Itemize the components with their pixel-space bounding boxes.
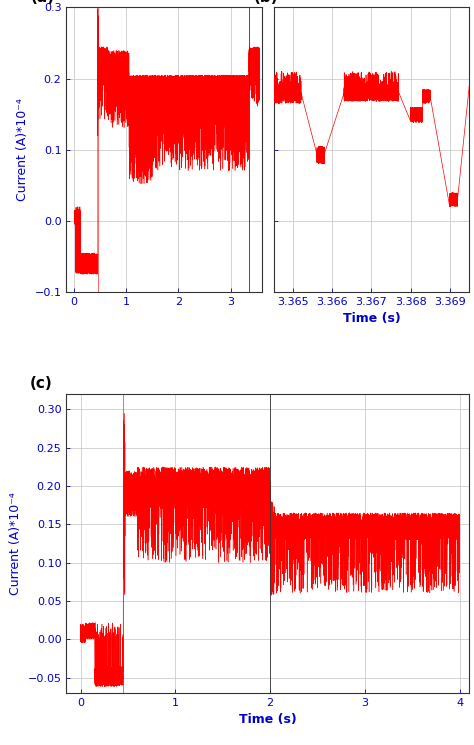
X-axis label: Time (s): Time (s) — [343, 312, 401, 326]
X-axis label: Time (s): Time (s) — [239, 713, 297, 726]
Text: (c): (c) — [30, 376, 53, 391]
Y-axis label: Current (A)*10⁻⁴: Current (A)*10⁻⁴ — [9, 492, 22, 595]
Text: (a): (a) — [31, 0, 55, 4]
Text: (b): (b) — [254, 0, 279, 4]
Y-axis label: Current (A)*10⁻⁴: Current (A)*10⁻⁴ — [16, 98, 29, 201]
